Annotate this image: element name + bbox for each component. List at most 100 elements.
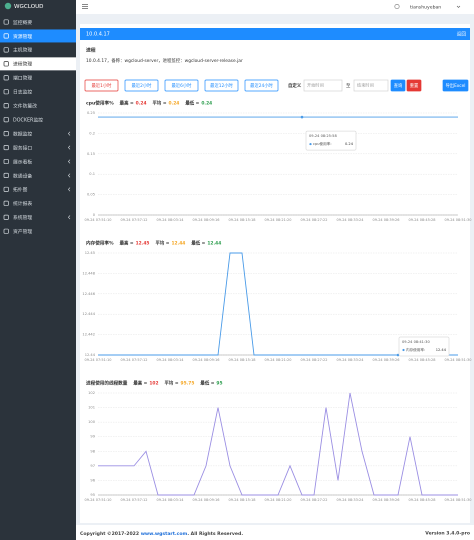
button-label[interactable]: 最近2小时 — [132, 82, 153, 89]
button[interactable] — [390, 79, 406, 92]
section-label: 进程 — [86, 47, 96, 54]
x-tick-label: 09-24 08:15:18 — [228, 358, 255, 362]
button-label[interactable]: 最近24小时 — [250, 82, 273, 89]
y-tick-label: 101 — [88, 406, 95, 410]
button[interactable] — [164, 79, 199, 92]
menu-item[interactable]: 资源管理 — [13, 33, 32, 40]
menu-icon — [3, 47, 9, 53]
button-label[interactable]: 最近1小时 — [92, 82, 113, 89]
menu-item[interactable]: 统计报表 — [13, 200, 32, 207]
x-tick-label: 09-24 08:09:16 — [192, 218, 219, 222]
menu-item[interactable]: 进程管理 — [13, 61, 32, 68]
user-name[interactable]: tianshuyeban — [410, 5, 441, 11]
version: Version 3.4.0-pro — [425, 531, 470, 537]
hover-point — [396, 353, 400, 357]
button-label[interactable]: 导出Excel — [446, 82, 466, 89]
button[interactable] — [406, 79, 422, 92]
y-tick-label: 0.15 — [87, 152, 95, 156]
menu-item[interactable]: 端口管理 — [13, 75, 32, 82]
input[interactable] — [353, 79, 389, 92]
footer — [76, 525, 474, 540]
x-tick-label: 09-24 08:33:24 — [336, 218, 364, 222]
stat-label: 最高 = — [133, 380, 147, 387]
stat-label: 最低 = — [191, 240, 205, 247]
topbar — [76, 0, 474, 14]
menu-icon — [3, 89, 9, 95]
menu-item[interactable]: 资产管理 — [13, 228, 32, 235]
button[interactable] — [442, 79, 469, 92]
stat-label: 平均 = — [155, 240, 169, 247]
input[interactable] — [303, 79, 343, 92]
menu-icon — [3, 158, 9, 165]
custom-label: 自定义 — [288, 82, 302, 89]
menu-item[interactable]: 主机管理 — [13, 47, 32, 54]
menu-icon — [3, 19, 9, 25]
button-label[interactable]: 查询 — [394, 82, 403, 89]
x-tick-label: 09-24 08:33:24 — [336, 498, 364, 502]
user-caret — [456, 5, 461, 8]
menu-icon — [3, 186, 9, 192]
y-tick-label: 98 — [90, 449, 95, 453]
button-label[interactable]: 最近12小时 — [210, 82, 233, 89]
stat-value: 12.44 — [171, 241, 185, 247]
x-tick-label: 09-24 08:15:18 — [228, 218, 255, 222]
button-label[interactable]: 最近6小时 — [172, 82, 193, 89]
x-tick-label: 09-24 08:33:24 — [336, 358, 364, 362]
menu-item[interactable]: 系统管理 — [13, 214, 32, 221]
menu-item[interactable]: 文件防篡改 — [13, 103, 37, 110]
menu-item[interactable]: 拓扑图 — [13, 186, 28, 193]
menu-item[interactable]: DOCKER监控 — [13, 116, 43, 123]
back-link[interactable]: 返回 — [457, 31, 467, 38]
stat-label: 最高 = — [120, 100, 134, 107]
menu-icon — [3, 75, 9, 81]
button[interactable] — [204, 79, 239, 92]
menu-active-bg — [0, 57, 76, 71]
panel — [80, 24, 470, 523]
panel-header — [80, 28, 470, 40]
rights-text: . All Rights Reserved. — [187, 531, 243, 537]
button-label[interactable]: 重置 — [410, 82, 419, 89]
menu-item[interactable]: 服务接口 — [13, 144, 32, 151]
stat-value: 0.24 — [201, 101, 212, 107]
stat-value: 95 — [216, 381, 222, 387]
site-link[interactable]: www.wgstart.com — [141, 531, 188, 537]
tooltip-swatch — [402, 348, 405, 352]
y-tick-label: 0.25 — [87, 111, 95, 115]
menu-icon — [3, 228, 9, 234]
menu-item[interactable]: 展示看板 — [13, 158, 32, 165]
y-tick-label: 97 — [90, 464, 95, 468]
stat-value: 0.24 — [136, 101, 147, 107]
menu-item[interactable]: 数通设备 — [13, 172, 32, 179]
y-tick-label: 12.446 — [82, 292, 95, 296]
menu-item[interactable]: 日志监控 — [13, 89, 32, 96]
x-tick-label: 09-24 07:57:12 — [120, 358, 147, 362]
y-tick-label: 102 — [88, 391, 95, 395]
data-line — [98, 392, 458, 496]
y-tick-label: 12.442 — [82, 333, 95, 337]
y-tick-label: 0.1 — [89, 172, 95, 176]
stat-value: 12.44 — [207, 241, 221, 247]
stat-value: 0.24 — [169, 101, 180, 107]
menu-icon — [3, 131, 9, 137]
stat-label: 最低 = — [185, 100, 199, 107]
menu-item[interactable]: 数据监控 — [13, 130, 32, 137]
menu-icon — [3, 200, 9, 206]
input-placeholder: 开始时间 — [307, 82, 324, 89]
tooltip-time: 09-24 08:25:58 — [309, 134, 337, 138]
x-tick-label: 09-24 08:39:26 — [372, 218, 399, 222]
x-tick-label: 09-24 07:51:10 — [84, 358, 111, 362]
stat-value: 12.45 — [136, 241, 150, 247]
x-tick-label: 09-24 08:21:20 — [264, 498, 291, 502]
copyright-text: Copyright ©2017-2022 — [80, 531, 141, 537]
x-tick-label: 09-24 08:45:28 — [408, 358, 435, 362]
x-tick-label: 09-24 08:09:16 — [192, 358, 219, 362]
y-tick-label: 99 — [90, 435, 95, 439]
menu-item[interactable]: 监控概要 — [13, 19, 32, 26]
button[interactable] — [124, 79, 159, 92]
button[interactable] — [84, 79, 119, 92]
button[interactable] — [244, 79, 279, 92]
x-tick-label: 09-24 08:39:26 — [372, 358, 399, 362]
x-tick-label: 09-24 08:39:26 — [372, 498, 399, 502]
chart-title: 内存使用率% — [86, 240, 114, 247]
x-tick-label: 09-24 07:51:10 — [84, 218, 111, 222]
